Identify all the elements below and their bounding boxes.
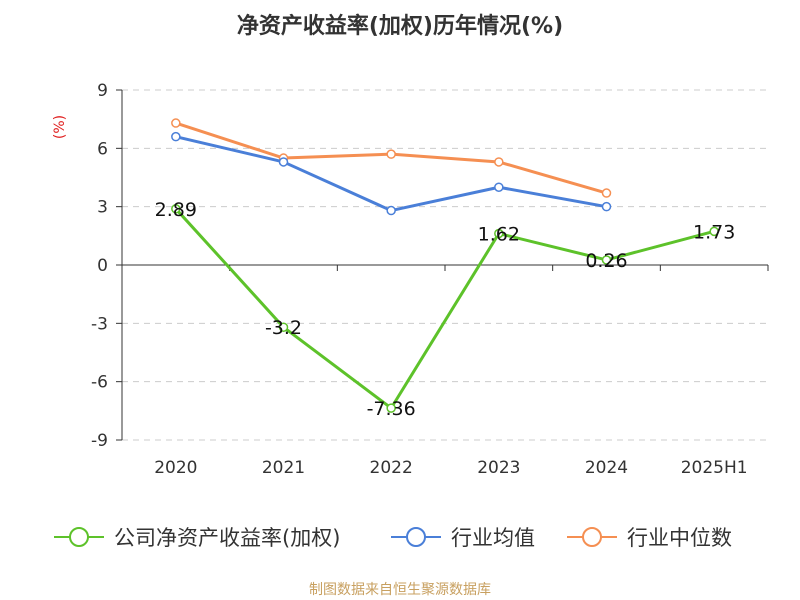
axes: 9 6 3 0 -3 -6 -9 2020 2021 2022 2023 2024 2025H1 — [91, 81, 769, 478]
y-tick-label: 6 — [97, 139, 108, 159]
legend-label: 公司净资产收益率(加权) — [114, 526, 340, 550]
y-tick-label: -3 — [91, 314, 108, 334]
data-point — [171, 118, 181, 128]
legend-item[interactable]: 公司净资产收益率(加权) — [54, 526, 340, 550]
series-line — [174, 207, 715, 410]
legend-swatch-marker — [69, 527, 89, 547]
data-point — [494, 182, 504, 192]
data-label: 2.89 — [155, 199, 197, 221]
data-label: 1.62 — [478, 224, 520, 246]
legend-label: 行业中位数 — [627, 526, 732, 550]
x-tick-label: 2025H1 — [681, 458, 748, 478]
data-point — [278, 322, 289, 332]
legend-label: 行业均值 — [451, 526, 535, 550]
y-tick-label: 9 — [97, 81, 108, 101]
data-point — [171, 204, 181, 214]
data-labels: 2.89 -3.2 -7.36 1.62 0.26 1.73 — [155, 199, 736, 420]
data-label: -3.2 — [265, 317, 302, 339]
legend-item[interactable]: 行业均值 — [391, 526, 535, 550]
y-tick-label: 0 — [97, 256, 108, 276]
series-lines — [171, 118, 719, 413]
data-label: 1.73 — [693, 221, 735, 243]
y-tick-label: 3 — [97, 198, 108, 218]
legend-item[interactable]: 行业中位数 — [567, 526, 732, 550]
legend-swatch-marker — [406, 527, 426, 547]
data-point — [494, 228, 504, 239]
data-point — [171, 131, 181, 142]
data-point — [601, 201, 612, 212]
data-label: -7.36 — [367, 398, 416, 420]
data-point — [278, 157, 289, 167]
data-point — [601, 255, 612, 265]
data-point — [601, 188, 612, 198]
y-tick-label: -9 — [91, 431, 108, 451]
data-point — [494, 157, 504, 167]
y-tick-label: -6 — [91, 373, 108, 393]
legend[interactable]: 公司净资产收益率(加权) 行业均值 行业中位数 — [54, 526, 732, 550]
x-tick-label: 2020 — [154, 458, 197, 478]
legend-swatch-marker — [582, 527, 602, 547]
data-point — [386, 403, 396, 413]
x-tick-label: 2023 — [477, 458, 520, 478]
data-point — [386, 205, 396, 216]
data-point — [709, 226, 719, 237]
data-label: 0.26 — [585, 250, 627, 272]
source-note: 制图数据来自恒生聚源数据库 — [309, 582, 491, 598]
chart-title: 净资产收益率(加权)历年情况(%) — [237, 13, 563, 39]
x-tick-label: 2024 — [585, 458, 628, 478]
x-tick-label: 2021 — [262, 458, 305, 478]
data-point — [386, 149, 396, 159]
y-axis-label: (%) — [52, 115, 68, 139]
x-tick-label: 2022 — [370, 458, 413, 478]
